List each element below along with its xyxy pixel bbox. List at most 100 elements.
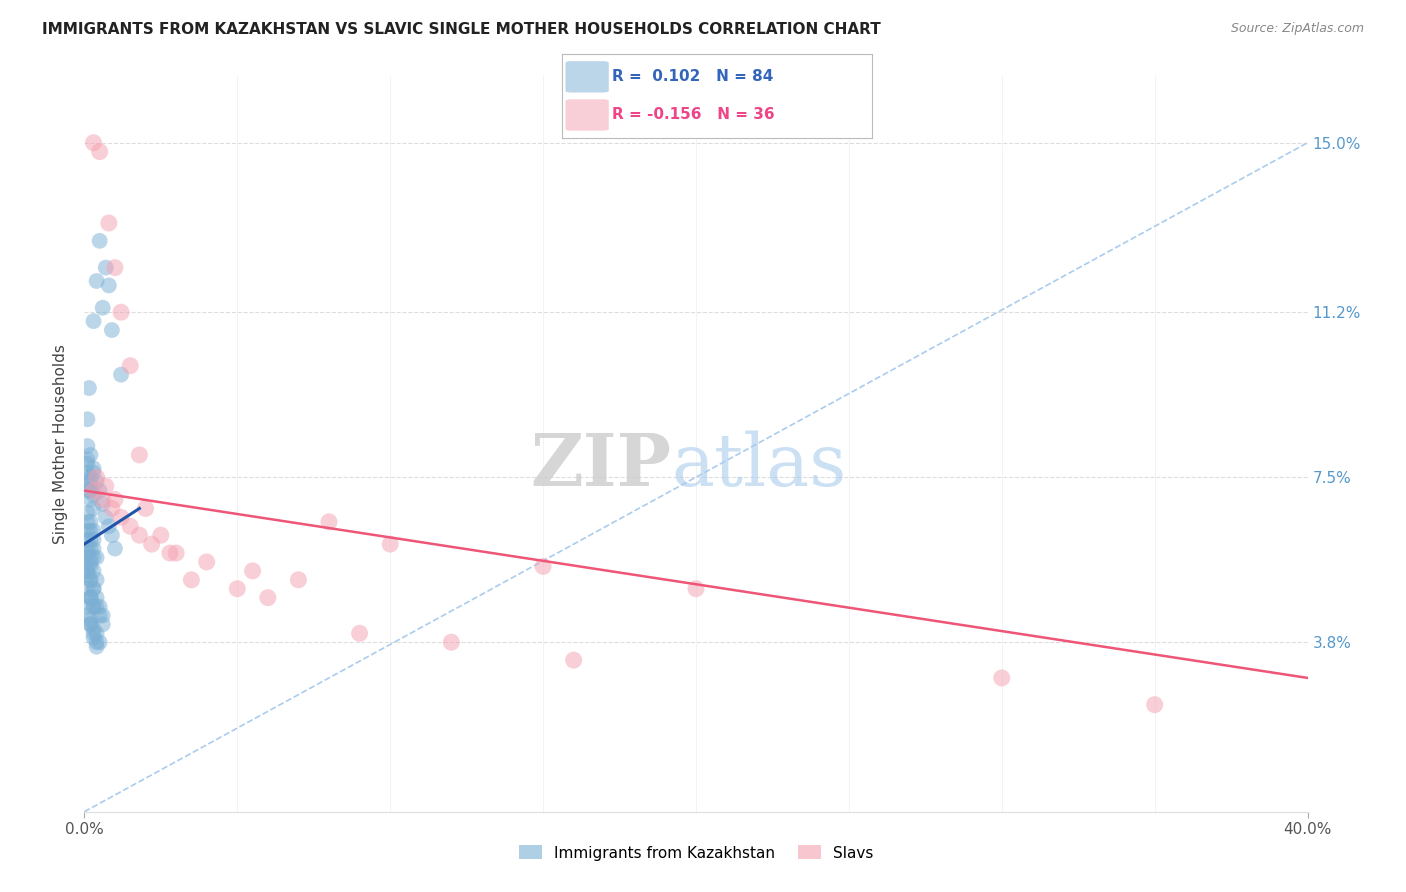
Point [83, 533, 105, 547]
Point [91, 617, 114, 632]
Point [79, 591, 101, 605]
Point [110, 510, 132, 524]
Point [104, 260, 127, 275]
Point [76, 568, 98, 582]
Point [94, 479, 117, 493]
Point [83, 599, 105, 614]
Point [101, 501, 124, 516]
Point [86, 591, 108, 605]
Text: Source: ZipAtlas.com: Source: ZipAtlas.com [1230, 22, 1364, 36]
Text: IMMIGRANTS FROM KAZAKHSTAN VS SLAVIC SINGLE MOTHER HOUSEHOLDS CORRELATION CHART: IMMIGRANTS FROM KAZAKHSTAN VS SLAVIC SIN… [42, 22, 882, 37]
Point [76, 452, 98, 467]
Point [83, 136, 105, 150]
Point [89, 234, 111, 248]
Point [83, 466, 105, 480]
Point [83, 501, 105, 516]
Point [86, 626, 108, 640]
Point [104, 541, 127, 556]
Point [89, 145, 111, 159]
Point [991, 671, 1014, 685]
Point [83, 626, 105, 640]
Point [91, 608, 114, 623]
Point [83, 314, 105, 328]
Point [76, 506, 98, 520]
Point [287, 573, 309, 587]
Point [1143, 698, 1166, 712]
Point [83, 622, 105, 636]
Point [79, 475, 101, 489]
Point [79, 617, 101, 632]
Point [83, 582, 105, 596]
Point [76, 608, 98, 623]
Point [141, 537, 163, 551]
Text: ZIP: ZIP [530, 430, 672, 501]
Point [83, 541, 105, 556]
Point [86, 550, 108, 565]
Point [86, 470, 108, 484]
Point [97, 519, 120, 533]
Point [83, 631, 105, 645]
Point [91, 301, 114, 315]
Point [79, 591, 101, 605]
Point [77, 381, 100, 395]
Point [76, 412, 98, 426]
Point [79, 524, 101, 538]
Point [110, 305, 132, 319]
Point [76, 599, 98, 614]
Point [89, 599, 111, 614]
Point [79, 613, 101, 627]
Point [79, 515, 101, 529]
Point [79, 533, 101, 547]
Point [159, 546, 181, 560]
Point [83, 488, 105, 502]
Point [89, 608, 111, 623]
Point [562, 653, 585, 667]
Point [440, 635, 463, 649]
Point [86, 599, 108, 614]
Point [79, 559, 101, 574]
Point [83, 461, 105, 475]
Point [79, 555, 101, 569]
Point [76, 546, 98, 560]
Point [531, 559, 554, 574]
Point [89, 483, 111, 498]
Point [79, 573, 101, 587]
Point [86, 635, 108, 649]
Point [86, 640, 108, 654]
Point [83, 564, 105, 578]
Point [83, 550, 105, 565]
Point [97, 278, 120, 293]
Point [94, 510, 117, 524]
Point [76, 582, 98, 596]
Point [128, 448, 150, 462]
Point [128, 528, 150, 542]
Point [349, 626, 371, 640]
Point [79, 492, 101, 507]
Point [120, 519, 142, 533]
Y-axis label: Single Mother Households: Single Mother Households [53, 343, 69, 544]
Point [110, 368, 132, 382]
Point [76, 541, 98, 556]
Point [94, 260, 117, 275]
Point [104, 492, 127, 507]
Point [79, 483, 101, 498]
FancyBboxPatch shape [565, 62, 609, 93]
Point [120, 359, 142, 373]
Point [76, 564, 98, 578]
Point [79, 550, 101, 565]
Point [83, 524, 105, 538]
Point [135, 501, 157, 516]
Point [195, 555, 218, 569]
Point [91, 492, 114, 507]
Legend: Immigrants from Kazakhstan, Slavs: Immigrants from Kazakhstan, Slavs [513, 839, 879, 867]
Point [86, 573, 108, 587]
Point [79, 470, 101, 484]
Point [101, 528, 124, 542]
Point [86, 475, 108, 489]
Point [79, 541, 101, 556]
Point [76, 515, 98, 529]
Text: R = -0.156   N = 36: R = -0.156 N = 36 [612, 107, 775, 122]
Point [318, 515, 340, 529]
Point [76, 439, 98, 453]
FancyBboxPatch shape [565, 99, 609, 130]
